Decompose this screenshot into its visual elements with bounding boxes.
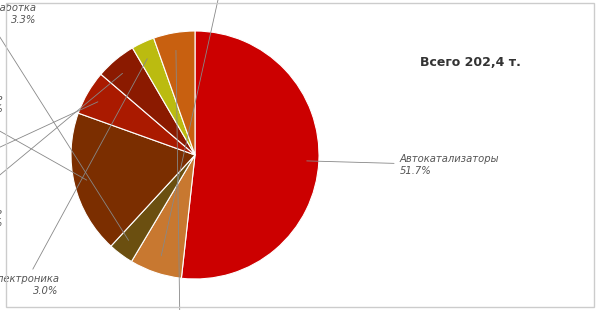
Text: Химия
5.4%: Химия 5.4% xyxy=(163,50,197,310)
Text: Прочие
6.8%: Прочие 6.8% xyxy=(161,0,242,256)
Text: Автокатализаторы
51.7%: Автокатализаторы 51.7% xyxy=(307,154,499,176)
Wedge shape xyxy=(71,113,195,246)
Wedge shape xyxy=(154,31,195,155)
Text: Инвестиционный спрос
5.8%: Инвестиционный спрос 5.8% xyxy=(0,102,98,188)
Text: Нефтепереработка
3.3%: Нефтепереработка 3.3% xyxy=(0,3,128,240)
Text: Ювелирная отрасль
18.6%: Ювелирная отрасль 18.6% xyxy=(0,92,87,180)
Wedge shape xyxy=(78,74,195,155)
Text: Всего 202,4 т.: Всего 202,4 т. xyxy=(420,56,521,69)
Wedge shape xyxy=(111,155,195,262)
Wedge shape xyxy=(181,31,319,279)
Wedge shape xyxy=(101,48,195,155)
Wedge shape xyxy=(131,155,195,278)
Text: Стекольная отрасль
5.3%: Стекольная отрасль 5.3% xyxy=(0,73,122,228)
Text: Электроника
3.0%: Электроника 3.0% xyxy=(0,59,147,296)
Wedge shape xyxy=(133,38,195,155)
